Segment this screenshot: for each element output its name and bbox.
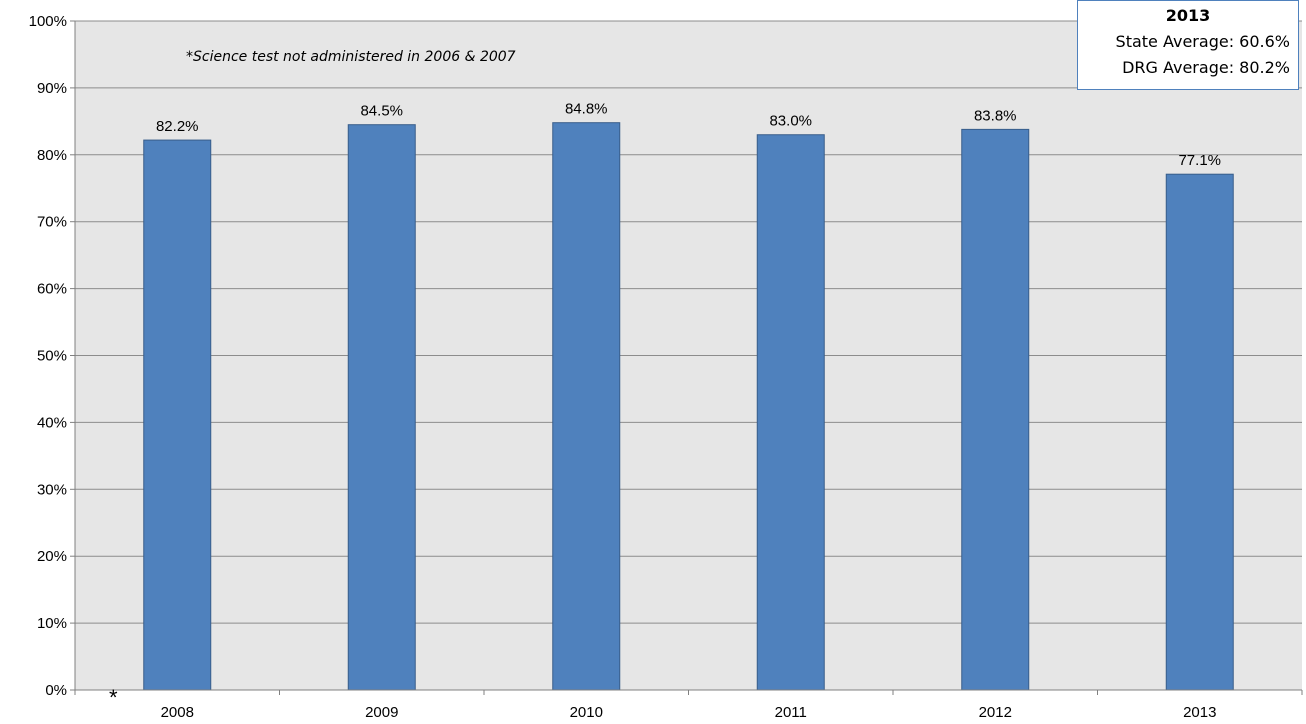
y-tick-label: 70%	[37, 214, 67, 231]
x-tick-label: 2009	[365, 704, 398, 721]
drg-average-label: DRG Average:	[1122, 58, 1235, 77]
bar	[756, 134, 825, 691]
summary-year: 2013	[1165, 6, 1211, 25]
x-tick-label: 2010	[570, 704, 603, 721]
x-tick-label: 2011	[775, 704, 807, 721]
y-axis-ticks: 0% 10% 20% 30% 40% 50% 60% 70% 80% 90% 100%	[29, 13, 75, 699]
y-tick-label: 0%	[45, 682, 67, 699]
axis-asterisk: *	[109, 685, 118, 710]
bar	[143, 139, 212, 691]
x-tick-label: 2008	[161, 704, 194, 721]
bar	[1165, 173, 1234, 691]
y-tick-label: 60%	[37, 281, 67, 298]
y-tick-label: 90%	[37, 80, 67, 97]
data-label: 82.2%	[156, 118, 199, 135]
bar	[552, 122, 621, 691]
bar	[347, 124, 416, 691]
data-labels: 82.2% 84.5% 84.8% 83.0% 83.8% 77.1%	[156, 101, 1221, 170]
data-label: 83.0%	[769, 113, 812, 130]
summary-box: 2013 State Average: 60.6% DRG Average: 8…	[1077, 0, 1299, 90]
y-tick-label: 100%	[29, 13, 67, 30]
state-average-row: State Average: 60.6%	[1078, 29, 1298, 55]
data-label: 77.1%	[1178, 152, 1221, 169]
y-tick-label: 80%	[37, 147, 67, 164]
y-tick-label: 10%	[37, 615, 67, 632]
state-average-label: State Average:	[1115, 32, 1235, 51]
y-tick-label: 50%	[37, 348, 67, 365]
data-label: 84.8%	[565, 101, 608, 118]
state-average-value: 60.6%	[1239, 32, 1290, 51]
chart-note: *Science test not administered in 2006 &…	[186, 49, 516, 65]
bars	[143, 122, 1234, 691]
drg-average-value: 80.2%	[1239, 58, 1290, 77]
bar	[961, 128, 1030, 691]
x-tick-label: 2013	[1183, 704, 1216, 721]
y-tick-label: 20%	[37, 548, 67, 565]
drg-average-row: DRG Average: 80.2%	[1078, 55, 1298, 81]
y-tick-label: 30%	[37, 481, 67, 498]
x-axis-ticks: 2008 2009 2010 2011 2012 2013	[74, 690, 1303, 721]
x-tick-label: 2012	[979, 704, 1012, 721]
y-tick-label: 40%	[37, 414, 67, 431]
data-label: 84.5%	[360, 103, 403, 120]
data-label: 83.8%	[974, 107, 1017, 124]
